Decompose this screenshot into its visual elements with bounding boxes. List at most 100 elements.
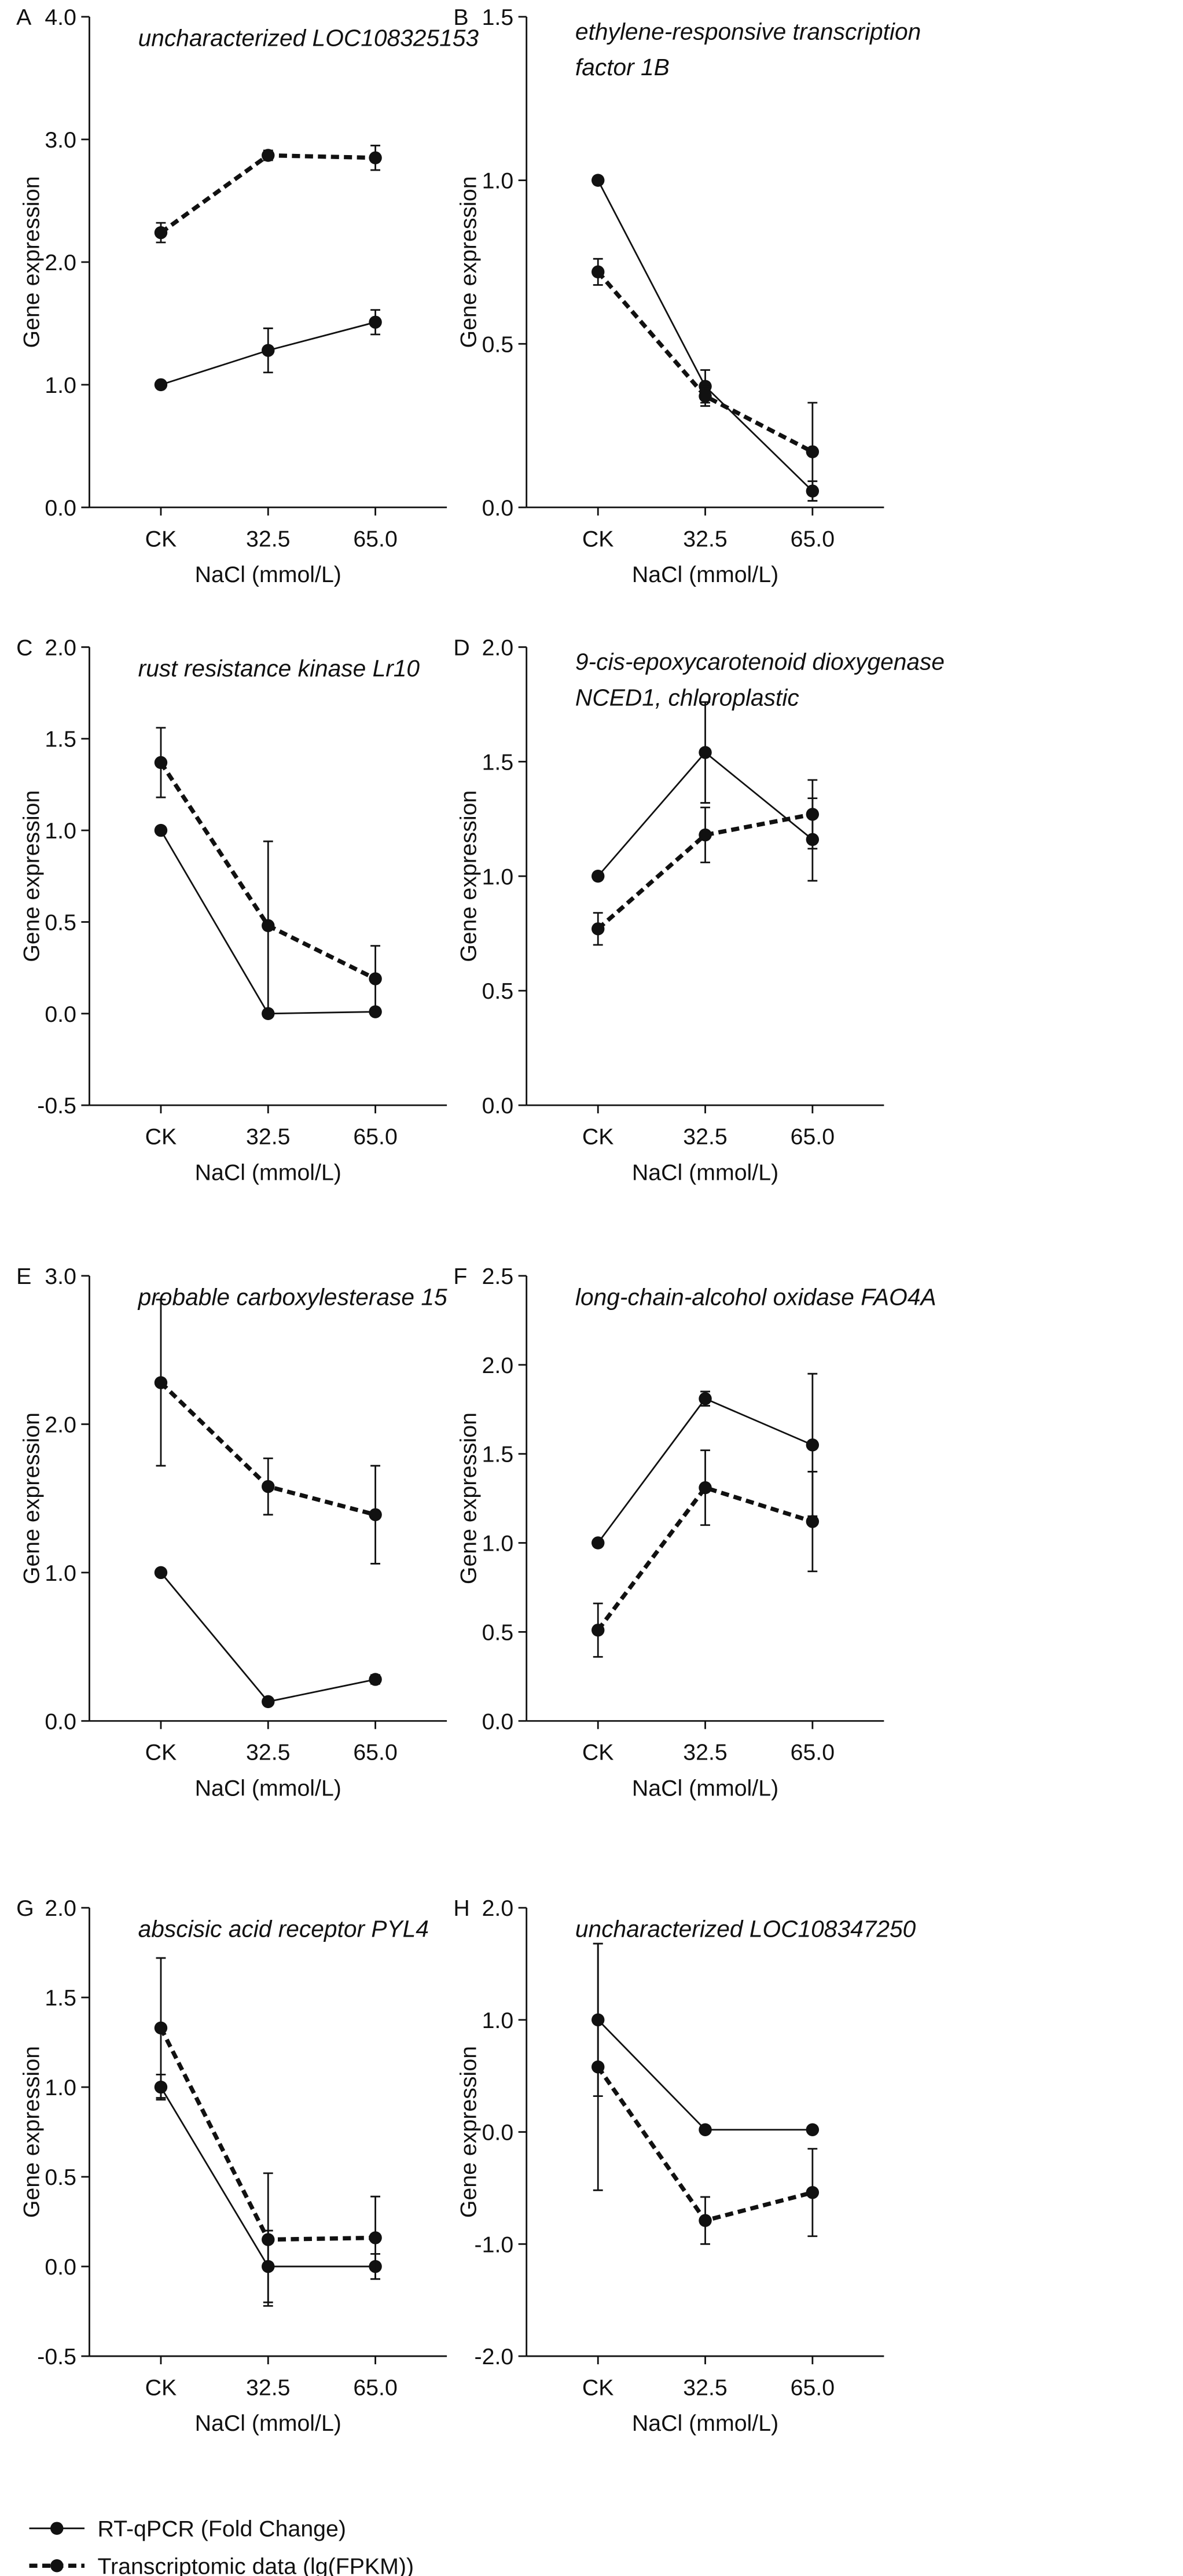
panel-letter: C — [16, 635, 32, 660]
y-tick-label: 1.0 — [45, 1561, 76, 1586]
panel-D: D 0.0 0.5 1.0 1.5 2.0 CK 32.5 65.0 NaCl (mmol/L) G… — [453, 635, 945, 1185]
panel-title: long-chain-alcohol oxidase FAO4A — [575, 1283, 936, 1310]
y-axis-label: Gene expression — [19, 176, 44, 348]
data-point — [699, 746, 712, 759]
series-line-transcriptomic — [159, 153, 376, 235]
y-tick-label: 2.0 — [45, 1412, 76, 1437]
data-point — [592, 1536, 605, 1550]
panel-letter: B — [453, 5, 468, 30]
series-line-transcriptomic — [596, 812, 813, 931]
panel-letter: H — [453, 1896, 469, 1921]
data-point — [699, 1392, 712, 1405]
x-tick-label: CK — [145, 2375, 177, 2400]
y-tick-label: 1.0 — [482, 2008, 514, 2033]
panel-H: H -2.0 -1.0 0.0 1.0 2.0 CK 32.5 65.0 NaCl (mmol/L… — [453, 1896, 916, 2436]
y-tick-label: 1.5 — [482, 1442, 514, 1467]
y-tick-label: 1.5 — [45, 1985, 76, 2011]
panel-letter: E — [16, 1264, 31, 1289]
data-point — [806, 808, 820, 821]
y-tick-label: 2.0 — [45, 1896, 76, 1921]
y-tick-label: 1.0 — [482, 168, 514, 194]
data-point — [592, 2060, 605, 2074]
x-axis-label: NaCl (mmol/L) — [632, 2411, 778, 2436]
data-point — [369, 972, 382, 985]
y-axis-label: Gene expression — [456, 2046, 482, 2218]
y-tick-label: 0.5 — [482, 1620, 514, 1645]
y-tick-label: 0.5 — [482, 978, 514, 1004]
panel-title: abscisic acid receptor PYL4 — [138, 1916, 429, 1942]
x-axis-label: NaCl (mmol/L) — [195, 562, 341, 587]
x-tick-label: 65.0 — [353, 2375, 397, 2400]
data-point — [262, 149, 275, 162]
y-tick-label: 0.0 — [45, 1709, 76, 1734]
x-tick-label: CK — [582, 1740, 614, 1765]
y-axis-label: Gene expression — [456, 176, 482, 348]
data-point — [699, 2214, 712, 2227]
y-tick-label: 1.0 — [45, 818, 76, 844]
y-axis-label: Gene expression — [19, 790, 44, 962]
x-tick-label: 65.0 — [353, 1740, 397, 1765]
x-tick-label: 32.5 — [683, 1740, 727, 1765]
data-point — [369, 1673, 382, 1686]
data-point — [262, 344, 275, 357]
x-axis-label: NaCl (mmol/L) — [632, 1160, 778, 1185]
x-tick-label: 32.5 — [246, 1124, 290, 1150]
series-line-transcriptomic — [596, 1485, 813, 1632]
panel-title: ethylene-responsive transcription — [575, 18, 921, 45]
x-tick-label: CK — [582, 2375, 614, 2400]
panel-letter: F — [453, 1264, 467, 1289]
data-point — [806, 2123, 820, 2136]
data-point — [806, 445, 820, 459]
x-tick-label: 65.0 — [791, 2375, 835, 2400]
panel-title: NCED1, chloroplastic — [575, 684, 799, 711]
panel-letter: G — [16, 1896, 34, 1921]
panel-title: factor 1B — [575, 54, 670, 80]
x-tick-label: 65.0 — [791, 526, 835, 551]
panel-E: E 0.0 1.0 2.0 3.0 CK 32.5 65.0 NaCl (mmol/L) Gene… — [16, 1264, 447, 1801]
y-tick-label: 2.0 — [45, 635, 76, 660]
y-tick-label: 0.5 — [482, 332, 514, 357]
data-point — [154, 756, 168, 770]
y-tick-label: 1.5 — [482, 749, 514, 775]
panel-C: C -0.5 0.0 0.5 1.0 1.5 2.0 CK 32.5 65.0 NaCl (mmol… — [16, 635, 447, 1185]
y-tick-label: 0.0 — [482, 1709, 514, 1734]
y-tick-label: 4.0 — [45, 5, 76, 30]
data-point — [806, 1515, 820, 1528]
data-point — [806, 1438, 820, 1452]
x-tick-label: 65.0 — [791, 1740, 835, 1765]
y-tick-label: 1.5 — [482, 5, 514, 30]
legend-marker — [50, 2559, 64, 2573]
panel-F: F 0.0 0.5 1.0 1.5 2.0 2.5 CK 32.5 65.0 NaCl (mmol/… — [453, 1264, 936, 1801]
y-tick-label: 1.0 — [45, 2075, 76, 2100]
x-axis-label: NaCl (mmol/L) — [632, 562, 778, 587]
data-point — [369, 2231, 382, 2244]
y-tick-label: 1.0 — [45, 373, 76, 398]
data-point — [262, 1695, 275, 1709]
y-tick-label: -1.0 — [475, 2232, 514, 2257]
y-axis-label: Gene expression — [19, 2046, 44, 2218]
panel-title: probable carboxylesterase 15 — [137, 1283, 447, 1310]
panel-B: B 0.0 0.5 1.0 1.5 CK 32.5 65.0 NaCl (mmol/L) Gene… — [453, 5, 921, 587]
y-tick-label: 0.0 — [482, 495, 514, 521]
y-tick-label: 2.0 — [482, 1896, 514, 1921]
data-point — [699, 828, 712, 842]
y-tick-label: 3.0 — [45, 127, 76, 153]
series-line-rtqpcr — [160, 1572, 376, 1703]
data-point — [154, 1376, 168, 1389]
x-axis-label: NaCl (mmol/L) — [195, 1775, 341, 1801]
legend-label: Transcriptomic data (lg(FPKM)) — [97, 2553, 414, 2576]
data-point — [592, 265, 605, 279]
y-axis-label: Gene expression — [456, 1412, 482, 1584]
y-tick-label: 2.5 — [482, 1264, 514, 1289]
data-point — [262, 919, 275, 932]
data-point — [154, 1566, 168, 1580]
legend-label: RT-qPCR (Fold Change) — [97, 2516, 346, 2542]
panel-letter: A — [16, 5, 32, 30]
y-tick-label: 0.5 — [45, 910, 76, 935]
x-axis-label: NaCl (mmol/L) — [632, 1775, 778, 1801]
legend: RT-qPCR (Fold Change) Transcriptomic data… — [29, 2516, 414, 2576]
y-axis-label: Gene expression — [19, 1412, 44, 1584]
panel-title: 9-cis-epoxycarotenoid dioxygenase — [575, 649, 945, 675]
series-line-transcriptomic — [596, 270, 814, 454]
